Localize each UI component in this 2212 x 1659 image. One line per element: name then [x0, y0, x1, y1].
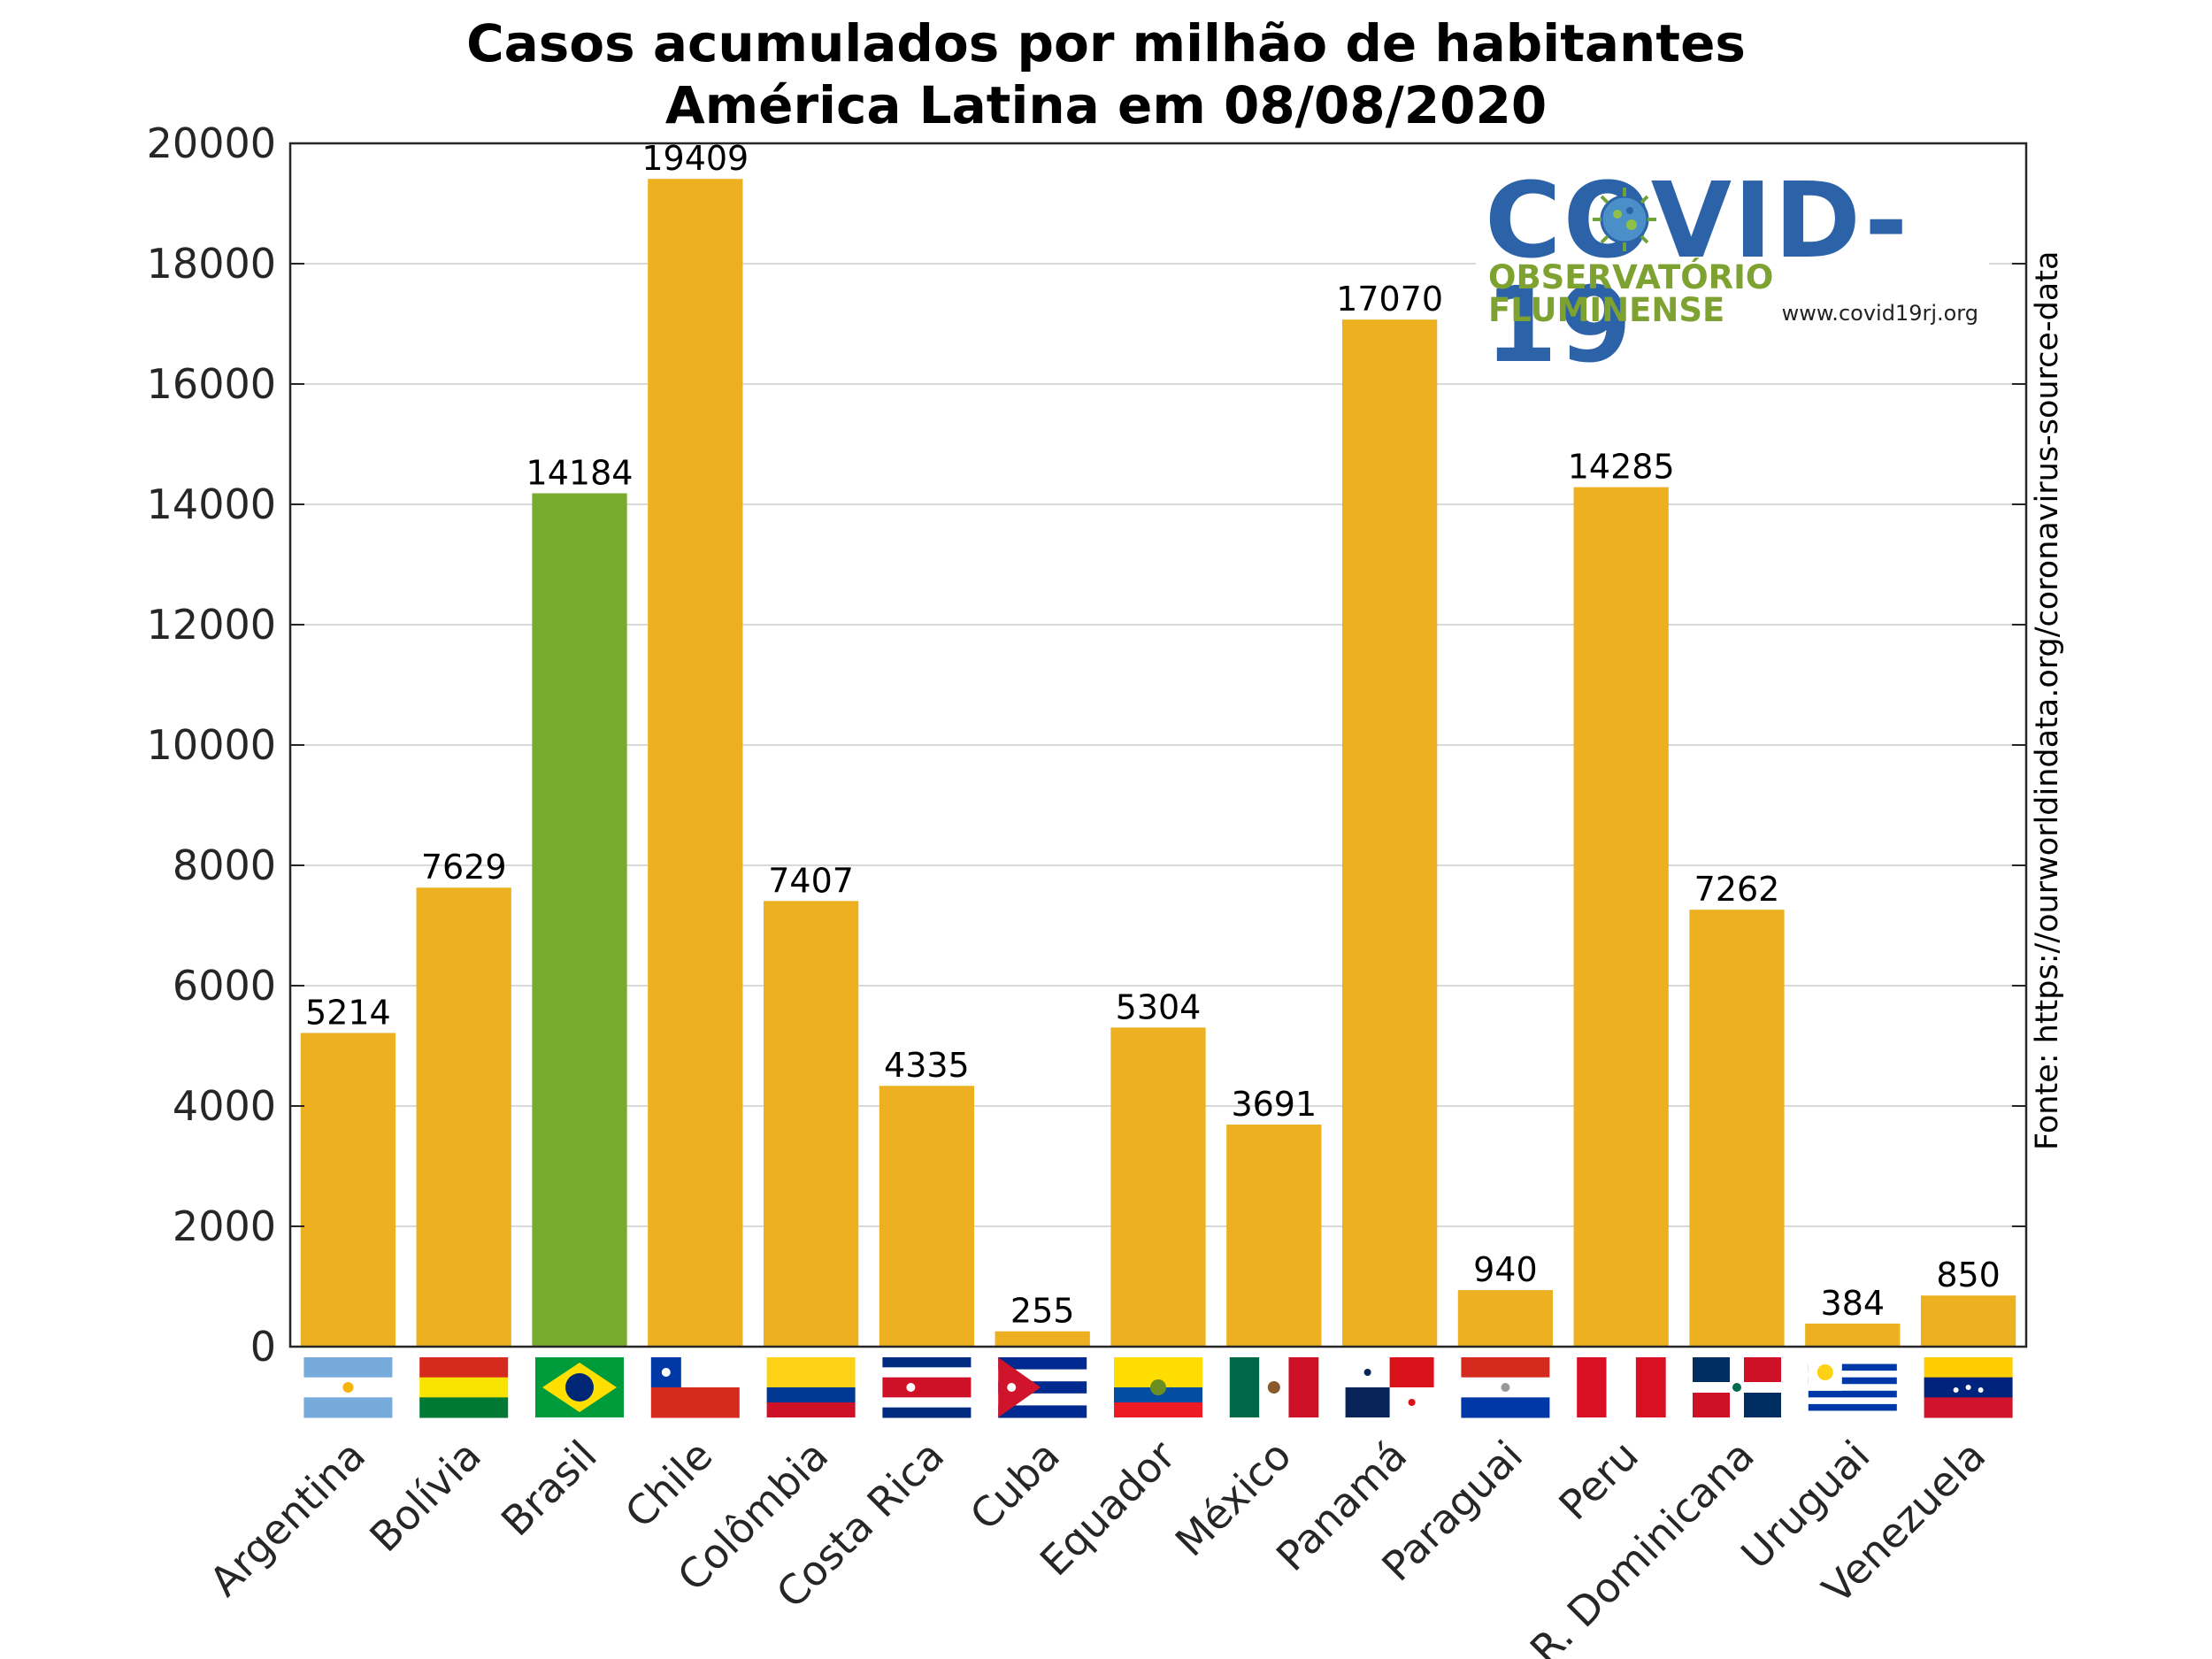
bars [300, 179, 2016, 1348]
flag-costa-rica [882, 1357, 972, 1418]
logo-url: www.covid19rj.org [1781, 301, 1978, 326]
y-tick-label: 4000 [173, 1082, 276, 1130]
bar-value-labels: 5214 7629 14184 19409 7407 4335 255 5304 3691 170… [305, 139, 2001, 1330]
flag-r-dominicana [1693, 1357, 1781, 1417]
flag-venezuela [1924, 1357, 2013, 1418]
y-tick-label: 18000 [147, 240, 276, 288]
x-tick-label: Peru [1549, 1432, 1647, 1530]
bar-equador [1110, 1027, 1206, 1347]
bar-uruguai [1805, 1323, 1901, 1347]
y-tick-label: 16000 [147, 360, 276, 408]
flag-uruguai [1808, 1357, 1897, 1418]
bar-cuba [995, 1331, 1090, 1347]
bar-m-xico [1226, 1125, 1322, 1347]
bar-venezuela [1920, 1295, 2016, 1347]
bar-value-label: 7262 [1694, 870, 1780, 909]
flag-chile [650, 1357, 740, 1418]
flag-bol-via [419, 1357, 509, 1418]
bar-bol-via [416, 887, 511, 1347]
bar-argentina [300, 1033, 396, 1347]
y-tick-label: 12000 [147, 601, 276, 649]
bar-value-label: 940 [1473, 1250, 1538, 1289]
bar-costa-rica [879, 1086, 975, 1347]
bar-value-label: 14285 [1568, 448, 1675, 487]
bar-value-label: 5214 [305, 993, 391, 1032]
bar-value-label: 5304 [1116, 987, 1202, 1026]
y-tick-label: 8000 [173, 841, 276, 889]
y-axis: 0 2000 4000 6000 8000 10000 12000 14000 16000 180… [147, 119, 2026, 1371]
x-tick-label: Brasil [492, 1432, 606, 1546]
bar-col-mbia [763, 901, 859, 1347]
y-tick-label: 0 [250, 1323, 276, 1371]
bar-brasil [532, 493, 627, 1347]
flag-paraguai [1461, 1357, 1550, 1418]
x-tick-label: Cuba [961, 1432, 1069, 1540]
bar-chile [648, 179, 743, 1348]
bar-value-label: 7629 [421, 848, 507, 887]
flag-col-mbia [766, 1357, 856, 1417]
bar-value-label: 7407 [768, 861, 854, 900]
bar-value-label: 17070 [1336, 280, 1443, 319]
bar-value-label: 14184 [526, 453, 634, 492]
bar-value-label: 19409 [641, 139, 749, 178]
bar-r-dominicana [1689, 910, 1785, 1347]
logo-title: COVID-19 [1485, 159, 1910, 386]
flag-peru [1577, 1357, 1666, 1417]
country-flags [303, 1357, 2013, 1418]
flag-brasil [535, 1357, 624, 1417]
x-tick-label: Chile [616, 1432, 722, 1538]
bar-value-label: 3691 [1231, 1085, 1317, 1124]
covid19-logo: COVID-19 OBSERVATÓRIO FLUMINENSE www.cov… [1476, 168, 1989, 377]
bar-paraguai [1457, 1290, 1554, 1347]
chart-title-line-2: América Latina em 08/08/2020 [664, 75, 1548, 135]
bar-value-label: 255 [1010, 1292, 1075, 1331]
y-tick-label: 6000 [173, 962, 276, 1010]
flag-equador [1114, 1357, 1202, 1417]
x-tick-label: Bolívia [360, 1432, 490, 1562]
source-note: Fonte: https://ourworldindata.org/corona… [2030, 251, 2065, 1150]
bar-panam- [1341, 319, 1438, 1347]
y-tick-label: 20000 [147, 119, 276, 167]
flag-cuba [998, 1357, 1087, 1418]
y-tick-label: 2000 [173, 1202, 276, 1250]
bar-value-label: 384 [1821, 1284, 1886, 1323]
logo-subtitle: OBSERVATÓRIO FLUMINENSE [1488, 258, 1774, 329]
virus-icon [1593, 188, 1656, 251]
flag-argentina [303, 1357, 393, 1418]
y-tick-label: 14000 [147, 480, 276, 528]
bar-value-label: 850 [1936, 1256, 2001, 1294]
flag-m-xico [1229, 1357, 1319, 1417]
bar-value-label: 4335 [884, 1046, 970, 1085]
y-tick-label: 10000 [147, 721, 276, 769]
flag-panam- [1345, 1357, 1434, 1417]
chart-title-line-1: Casos acumulados por milhão de habitante… [466, 13, 1746, 73]
bar-peru [1573, 487, 1669, 1347]
x-tick-label: Argentina [200, 1432, 374, 1606]
